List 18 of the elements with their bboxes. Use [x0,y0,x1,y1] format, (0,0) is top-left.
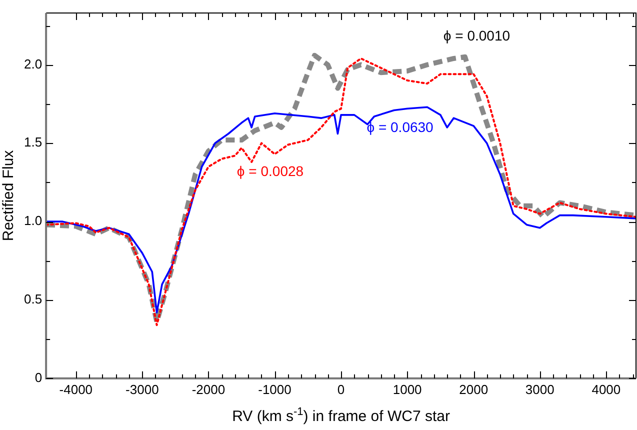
x-tick-label: -4000 [59,382,93,397]
x-tick-label: 3000 [525,382,554,397]
y-axis-title: Rectified Flux [0,150,18,242]
series-label: ϕ = 0.0028 [236,162,304,179]
x-tick-label: 2000 [459,382,488,397]
x-tick-label: -3000 [126,382,159,397]
series-label: ϕ = 0.0630 [366,118,434,135]
x-tick-label: -2000 [192,382,226,397]
x-tick-label: -1000 [258,382,292,397]
y-tick-label: 1.0 [24,213,42,228]
x-tick-label: 0 [337,382,345,397]
y-tick-label: 2.0 [24,56,42,72]
x-tick-label: 1000 [392,382,422,397]
y-tick-label: 1.5 [24,134,42,150]
x-tick-label: 4000 [592,382,621,397]
y-tick-label: 0 [34,370,42,385]
y-tick-label: 0.5 [24,292,42,307]
series-label: ϕ = 0.0010 [443,28,510,44]
